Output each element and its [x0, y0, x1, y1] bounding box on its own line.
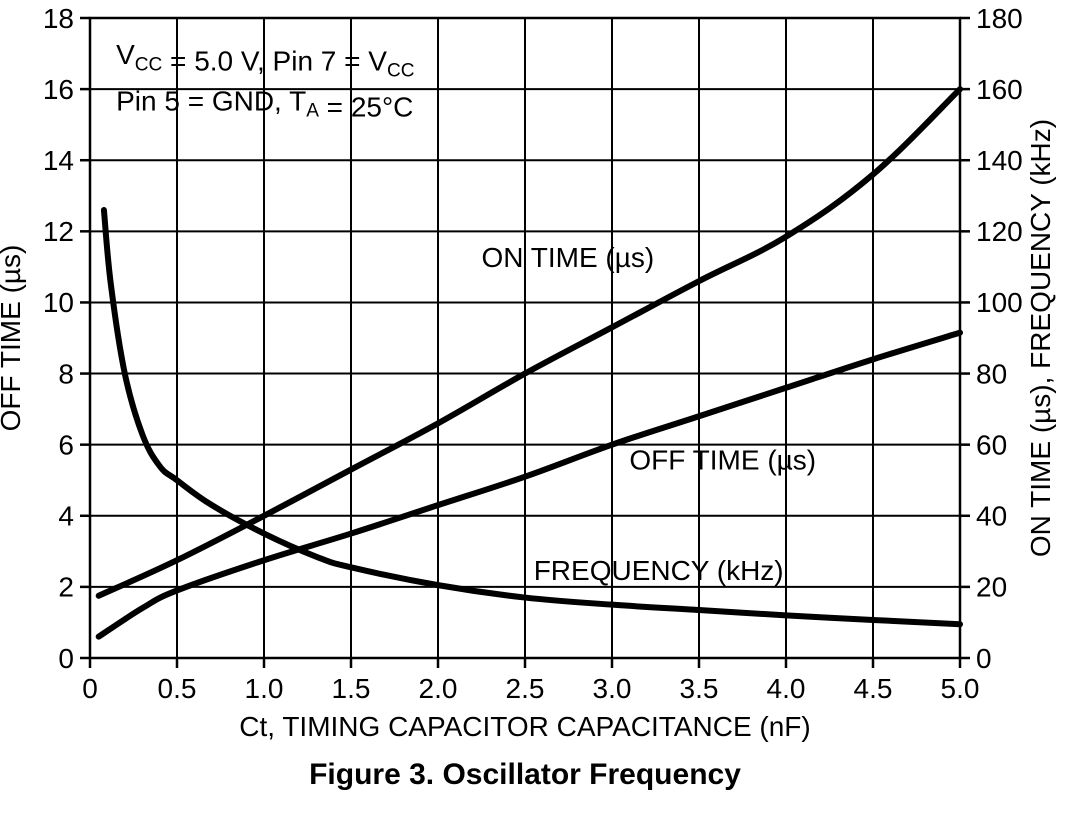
y-left-tick-label: 8	[58, 358, 74, 389]
y-right-tick-label: 80	[976, 358, 1007, 389]
x-tick-label: 4.5	[854, 673, 893, 704]
figure-caption: Figure 3. Oscillator Frequency	[309, 758, 741, 791]
series-label: ON TIME (µs)	[482, 242, 655, 273]
x-tick-label: 3.0	[593, 673, 632, 704]
y-left-axis-label: OFF TIME (µs)	[0, 245, 26, 432]
x-tick-label: 1.0	[245, 673, 284, 704]
y-left-tick-label: 6	[58, 429, 74, 460]
y-left-tick-label: 2	[58, 572, 74, 603]
x-tick-label: 3.5	[680, 673, 719, 704]
y-right-tick-label: 40	[976, 501, 1007, 532]
y-left-tick-label: 10	[43, 287, 74, 318]
y-right-tick-label: 100	[976, 287, 1023, 318]
oscillator-frequency-chart: 00.51.01.52.02.53.03.54.04.55.0024681012…	[0, 0, 1072, 827]
y-right-tick-label: 60	[976, 429, 1007, 460]
x-tick-label: 5.0	[941, 673, 980, 704]
series-label: FREQUENCY (kHz)	[534, 555, 784, 586]
y-right-tick-label: 180	[976, 3, 1023, 34]
y-right-tick-label: 160	[976, 74, 1023, 105]
y-right-axis-label: ON TIME (µs), FREQUENCY (kHz)	[1025, 119, 1056, 557]
x-axis-label: Ct, TIMING CAPACITOR CAPACITANCE (nF)	[239, 711, 810, 742]
y-left-tick-label: 4	[58, 501, 74, 532]
y-left-tick-label: 0	[58, 643, 74, 674]
x-tick-label: 0	[82, 673, 98, 704]
x-tick-label: 1.5	[332, 673, 371, 704]
x-tick-label: 2.0	[419, 673, 458, 704]
y-left-tick-label: 16	[43, 74, 74, 105]
y-left-tick-label: 18	[43, 3, 74, 34]
x-tick-label: 0.5	[158, 673, 197, 704]
x-tick-label: 4.0	[767, 673, 806, 704]
y-right-tick-label: 20	[976, 572, 1007, 603]
x-tick-label: 2.5	[506, 673, 545, 704]
y-right-tick-label: 0	[976, 643, 992, 674]
y-left-tick-label: 12	[43, 216, 74, 247]
y-left-tick-label: 14	[43, 145, 74, 176]
y-right-tick-label: 120	[976, 216, 1023, 247]
series-label: OFF TIME (µs)	[629, 445, 816, 476]
y-right-tick-label: 140	[976, 145, 1023, 176]
chart-svg: 00.51.01.52.02.53.03.54.04.55.0024681012…	[0, 0, 1072, 827]
